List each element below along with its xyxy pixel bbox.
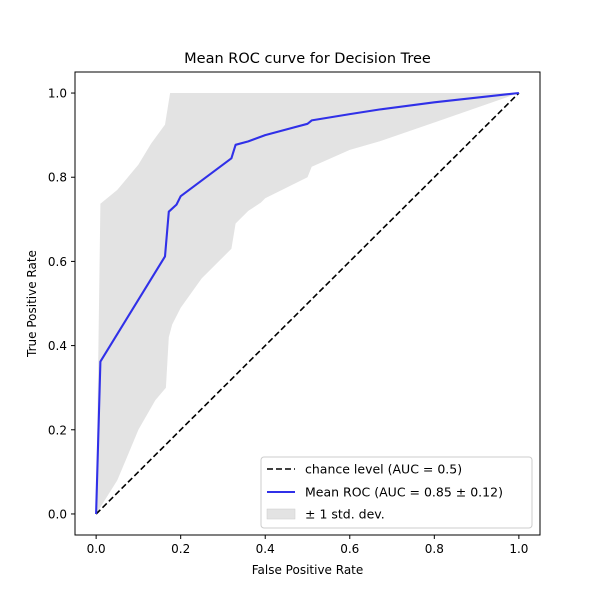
mean-roc-line	[95, 91, 520, 515]
x-tick-label: 1.0	[509, 542, 528, 556]
legend-label-mean-roc: Mean ROC (AUC = 0.85 ± 0.12)	[305, 485, 503, 500]
plot-frame	[74, 71, 541, 536]
series-layer	[95, 91, 520, 515]
y-axis-ticks: 0.0 0.2 0.4 0.6 0.8 1.0	[48, 87, 75, 521]
chart-title: Mean ROC curve for Decision Tree	[184, 51, 431, 67]
x-tick-label: 0.4	[256, 542, 275, 556]
x-tick-label: 0.0	[87, 542, 106, 556]
y-tick-label: 0.8	[48, 171, 67, 185]
y-tick-label: 1.0	[48, 87, 67, 101]
legend-label-std-dev: ± 1 std. dev.	[305, 507, 385, 522]
y-axis-label: True Positive Rate	[25, 250, 39, 358]
legend-box	[260, 456, 533, 529]
y-tick-label: 0.0	[48, 507, 67, 521]
y-tick-label: 0.4	[48, 339, 67, 353]
x-axis-label: False Positive Rate	[252, 563, 364, 577]
x-tick-label: 0.2	[171, 542, 190, 556]
std-dev-band-layer	[96, 93, 519, 514]
y-tick-label: 0.2	[48, 423, 67, 437]
x-tick-label: 0.8	[425, 542, 444, 556]
chance-level-line	[95, 92, 520, 515]
y-tick-label: 0.6	[48, 255, 67, 269]
legend-label-chance: chance level (AUC = 0.5)	[305, 462, 462, 477]
std-dev-band	[96, 93, 519, 514]
legend-swatch-std-dev	[266, 508, 296, 520]
legend: chance level (AUC = 0.5) Mean ROC (AUC = …	[260, 456, 533, 529]
x-tick-label: 0.6	[340, 542, 359, 556]
x-axis-ticks: 0.0 0.2 0.4 0.6 0.8 1.0	[87, 535, 528, 556]
